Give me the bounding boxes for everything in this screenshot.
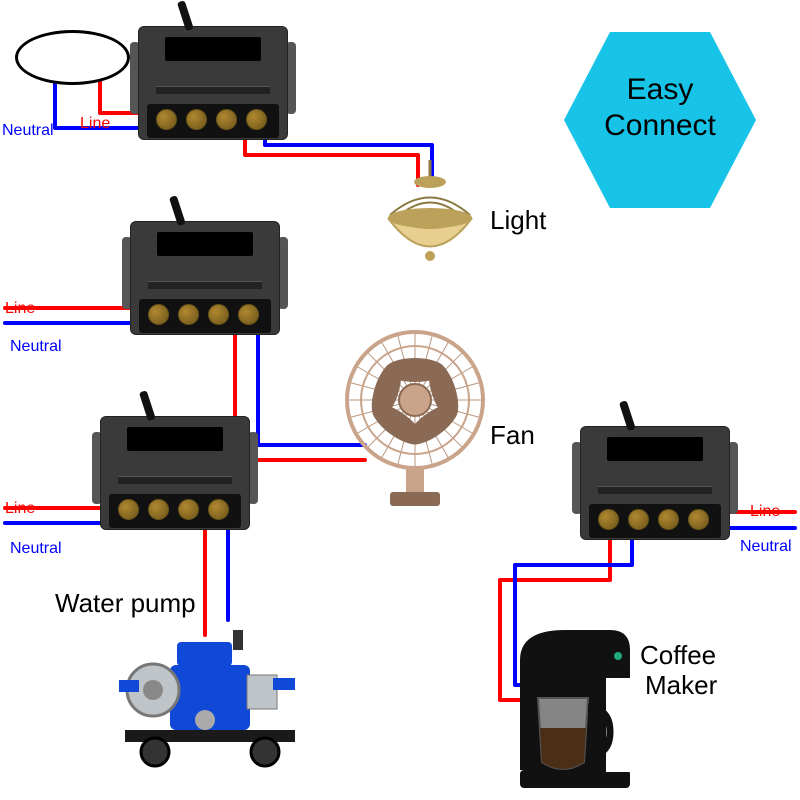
badge-line2: Connect <box>604 108 716 144</box>
easy-connect-badge: Easy Connect <box>560 20 760 195</box>
device-label: Water pump <box>55 588 196 619</box>
water-pump-icon <box>115 620 305 770</box>
badge-line1: Easy <box>604 72 716 108</box>
wall-fan-icon <box>330 320 500 510</box>
device-label: Coffee <box>640 640 716 671</box>
coffee-maker-icon <box>510 620 640 790</box>
light-fixture-icon <box>370 160 490 270</box>
wire-label: Neutral <box>2 122 54 140</box>
device-label: Light <box>490 205 546 236</box>
wire-label: Neutral <box>740 538 792 556</box>
wire-label: Neutral <box>10 540 62 558</box>
diagram-stage: Easy Connect Neutral Line Line Neutral Line N… <box>0 0 800 800</box>
wire-label: Line <box>80 115 110 133</box>
wire-label: Line <box>750 503 780 521</box>
wire-label: Neutral <box>10 338 62 356</box>
device-label: Maker <box>645 670 717 701</box>
relay-module <box>580 420 730 540</box>
device-label: Fan <box>490 420 535 451</box>
power-source-ellipse <box>15 30 130 85</box>
wire-label: Line <box>5 300 35 318</box>
relay-module <box>130 215 280 335</box>
wire-label: Line <box>5 500 35 518</box>
relay-module <box>100 410 250 530</box>
relay-module <box>138 20 288 140</box>
